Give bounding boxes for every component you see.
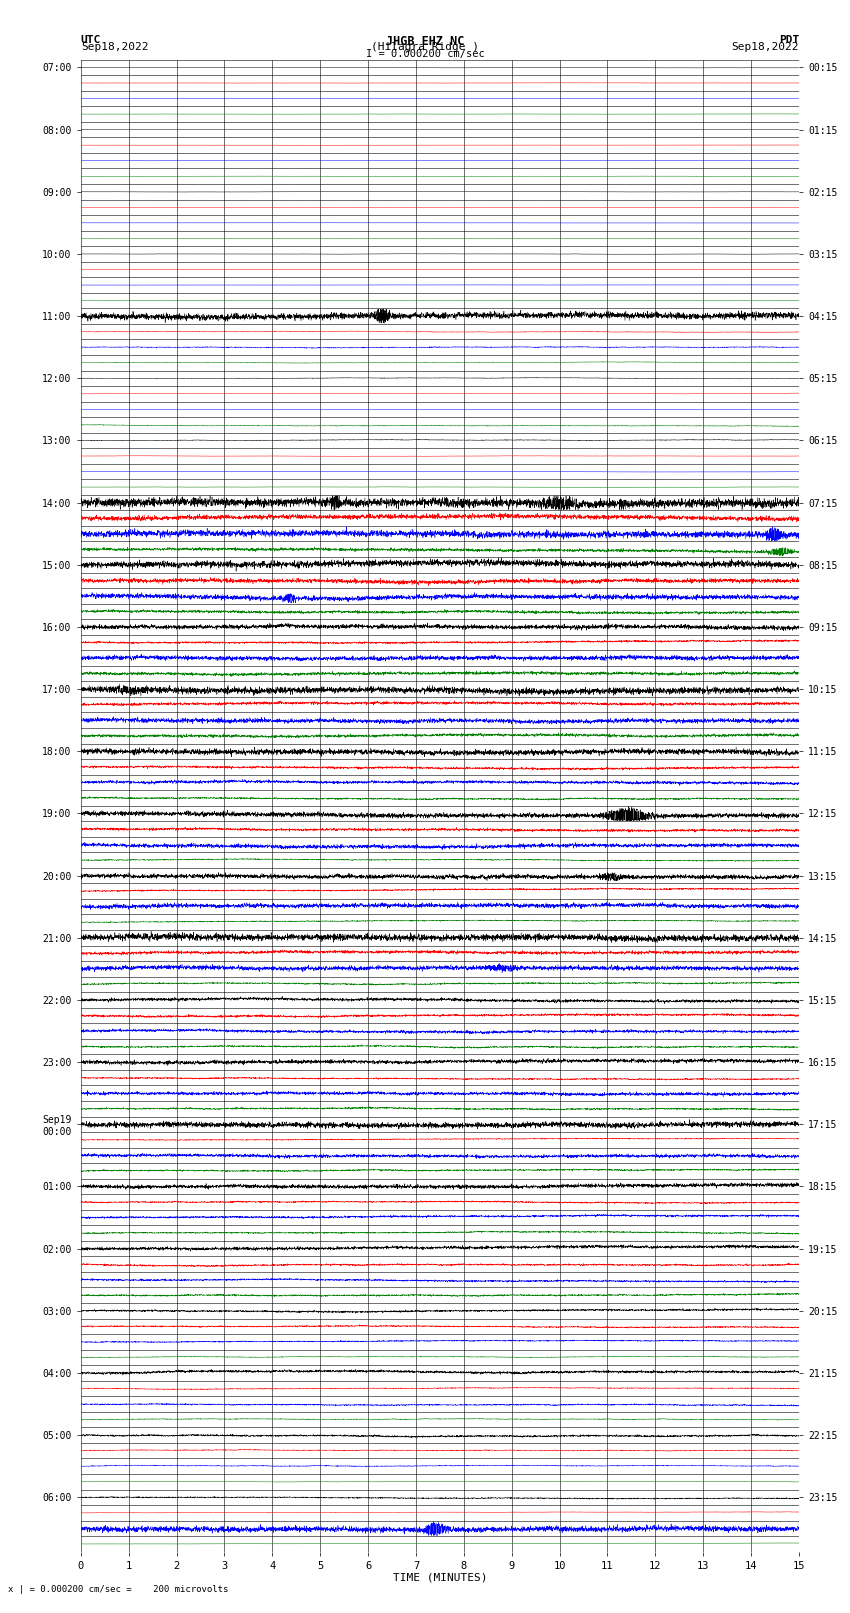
Text: x | = 0.000200 cm/sec =    200 microvolts: x | = 0.000200 cm/sec = 200 microvolts — [8, 1584, 229, 1594]
Text: I = 0.000200 cm/sec: I = 0.000200 cm/sec — [366, 50, 484, 60]
Text: (Hilagra Ridge ): (Hilagra Ridge ) — [371, 42, 479, 52]
Text: PDT: PDT — [779, 35, 799, 45]
Text: Sep18,2022: Sep18,2022 — [732, 42, 799, 52]
Text: Sep18,2022: Sep18,2022 — [81, 42, 148, 52]
X-axis label: TIME (MINUTES): TIME (MINUTES) — [393, 1573, 487, 1582]
Text: UTC: UTC — [81, 35, 101, 45]
Text: JHGB EHZ NC: JHGB EHZ NC — [386, 35, 464, 48]
